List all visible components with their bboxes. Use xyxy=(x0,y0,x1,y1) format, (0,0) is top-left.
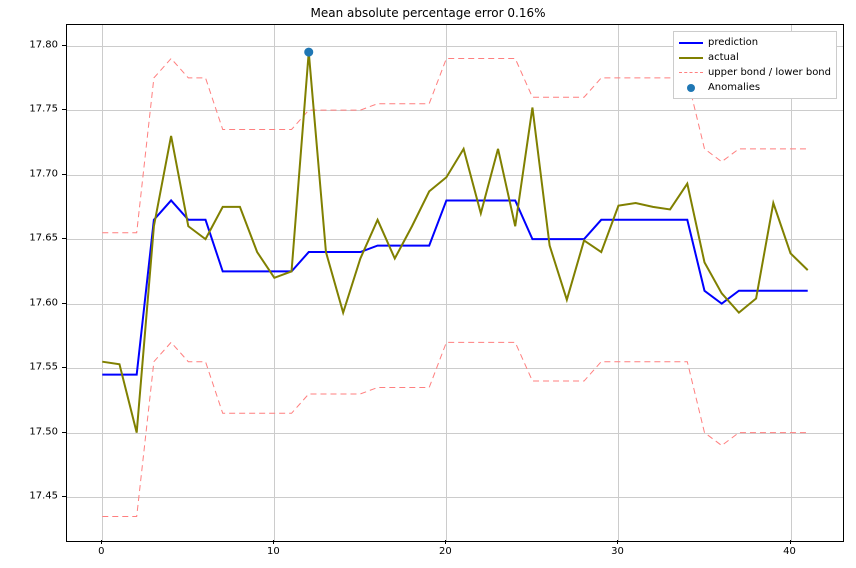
tickmark-y xyxy=(62,432,66,433)
legend-entry: prediction xyxy=(679,35,831,50)
tickmark-y xyxy=(62,496,66,497)
legend-swatch xyxy=(679,82,703,94)
legend-marker-icon xyxy=(687,84,695,92)
tickmark-y xyxy=(62,109,66,110)
tickmark-y xyxy=(62,174,66,175)
series-line xyxy=(102,342,807,516)
chart-title: Mean absolute percentage error 0.16% xyxy=(0,6,856,20)
legend-line-icon xyxy=(679,72,703,73)
tickmark-y xyxy=(62,238,66,239)
legend-swatch xyxy=(679,52,703,64)
plot-svg xyxy=(67,25,843,541)
legend-entry: actual xyxy=(679,50,831,65)
legend-label: actual xyxy=(708,52,739,63)
x-tick-label: 10 xyxy=(267,546,280,557)
tickmark-x xyxy=(445,540,446,544)
tickmark-x xyxy=(790,540,791,544)
tickmark-x xyxy=(101,540,102,544)
anomaly-marker xyxy=(304,48,313,57)
y-tick-label: 17.55 xyxy=(26,362,58,373)
legend-swatch xyxy=(679,37,703,49)
legend-label: Anomalies xyxy=(708,82,760,93)
series-line xyxy=(102,200,807,374)
legend-label: prediction xyxy=(708,37,758,48)
y-tick-label: 17.80 xyxy=(26,39,58,50)
tickmark-x xyxy=(617,540,618,544)
legend-swatch xyxy=(679,67,703,79)
y-tick-label: 17.75 xyxy=(26,104,58,115)
y-tick-label: 17.60 xyxy=(26,297,58,308)
x-tick-label: 0 xyxy=(98,546,104,557)
plot-area: prediction actual upper bond / lower bond A… xyxy=(66,24,844,542)
y-tick-label: 17.70 xyxy=(26,168,58,179)
legend-line-icon xyxy=(679,42,703,44)
legend-line-icon xyxy=(679,57,703,59)
legend-label: upper bond / lower bond xyxy=(708,67,831,78)
x-tick-label: 20 xyxy=(439,546,452,557)
legend-entry: Anomalies xyxy=(679,80,831,95)
legend: prediction actual upper bond / lower bond A… xyxy=(673,31,837,99)
tickmark-y xyxy=(62,303,66,304)
y-tick-label: 17.65 xyxy=(26,233,58,244)
y-tick-label: 17.45 xyxy=(26,491,58,502)
x-tick-label: 30 xyxy=(611,546,624,557)
y-tick-label: 17.50 xyxy=(26,426,58,437)
figure: Mean absolute percentage error 0.16% pre… xyxy=(0,0,856,568)
tickmark-y xyxy=(62,45,66,46)
series-line xyxy=(102,52,807,433)
x-tick-label: 40 xyxy=(783,546,796,557)
legend-entry: upper bond / lower bond xyxy=(679,65,831,80)
tickmark-y xyxy=(62,367,66,368)
tickmark-x xyxy=(273,540,274,544)
